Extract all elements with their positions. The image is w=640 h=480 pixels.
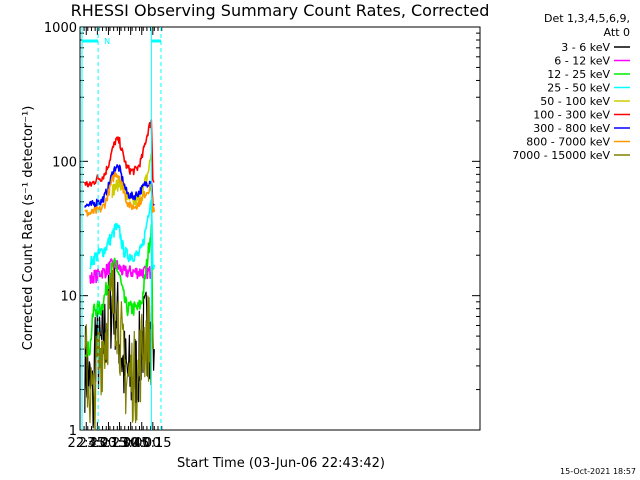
legend-header-line-1: Det 1,3,4,5,6,9, [544,12,630,25]
plot-frame [79,26,481,431]
legend-label: 7000 - 15000 keV [512,149,610,162]
y-tick-label: 10 [60,290,77,305]
x-tick-label: 23:30 [101,436,138,451]
x-tick-label: 23:00 [79,436,116,451]
y-axis-label: Corrected Count Rate (s⁻¹ detector⁻¹) [21,106,36,351]
y-tick-label: 100 [52,155,77,170]
x-tick-label: 00:15 [134,436,171,451]
legend-label: 6 - 12 keV [554,55,610,68]
series-line-2 [84,223,154,358]
series-line-7 [84,171,156,217]
x-tick-label: 22:45 [68,436,105,451]
attenuator-flag-label: N [104,37,110,46]
y-tick-label: 1000 [44,21,77,36]
series-line-4 [111,153,153,208]
legend-label: 25 - 50 keV [547,82,610,95]
attenuator-overlay: N [81,27,162,430]
series-line-5 [84,119,155,188]
series-line-3 [89,199,156,270]
footer-timestamp: 15-Oct-2021 18:57 [560,467,636,476]
y-tick-label: 1 [69,424,77,439]
legend-label: 3 - 6 keV [561,41,610,54]
legend-label: 800 - 7000 keV [526,136,610,149]
x-tick-label: 23:15 [90,436,127,451]
chart-title: RHESSI Observing Summary Count Rates, Co… [71,1,490,20]
axes: 1 10 100 1000 22:4523:0023:1523:3023:4500:00… [44,21,480,451]
legend-header-line-2: Att 0 [604,26,630,39]
x-tick-label: 00:00 [123,436,160,451]
legend-label: 100 - 300 keV [533,109,610,122]
legend-label: 12 - 25 keV [547,68,610,81]
legend-label: 50 - 100 keV [540,95,610,108]
series-line-6 [84,164,155,208]
series-layer [84,119,156,431]
series-line-8 [84,263,154,431]
series-line-1 [89,258,153,285]
x-tick-label: 23:45 [112,436,149,451]
x-axis-label: Start Time (03-Jun-06 22:43:42) [177,456,385,471]
legend-label: 300 - 800 keV [533,122,610,135]
